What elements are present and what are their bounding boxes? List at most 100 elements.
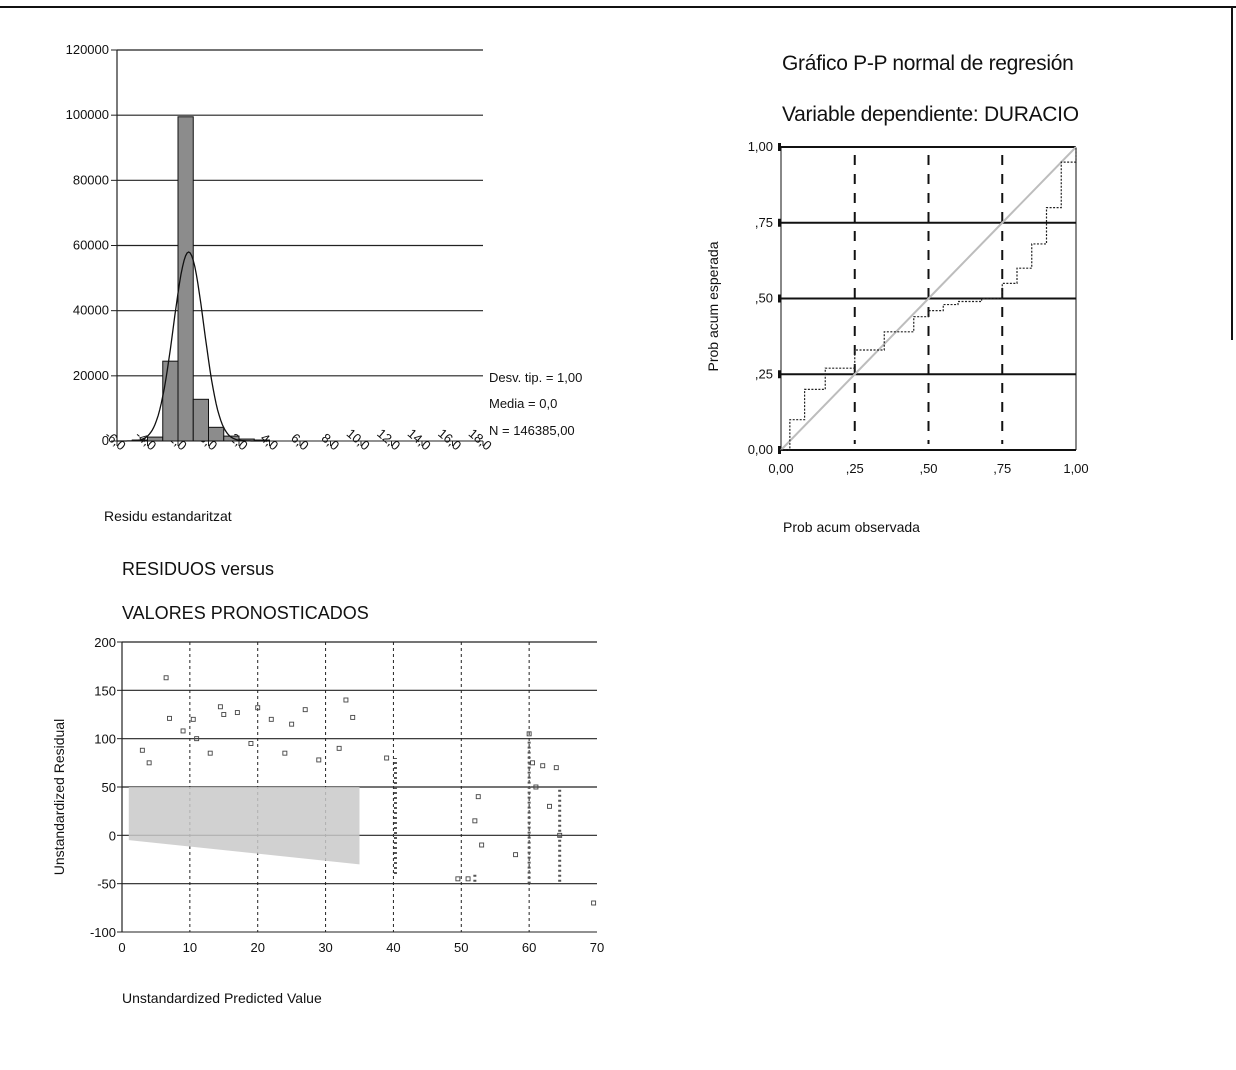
histogram-x-tick-label: 12,0 bbox=[374, 426, 403, 454]
scatter-point bbox=[163, 675, 169, 681]
scatter-point bbox=[234, 710, 240, 716]
scatter-point bbox=[455, 876, 461, 882]
scatter-point bbox=[530, 760, 535, 766]
histogram-y-tick-label: 0 bbox=[102, 433, 109, 448]
scatter-x-axis-title: Unstandardized Predicted Value bbox=[122, 990, 322, 1006]
scatter-x-tick-label: 20 bbox=[250, 940, 264, 955]
scatter-y-tick-label: 100 bbox=[94, 732, 116, 747]
histogram-y-tick-label: 80000 bbox=[73, 172, 109, 187]
scatter-point bbox=[180, 728, 186, 734]
pp-y-tick bbox=[778, 143, 781, 151]
scatter-title: RESIDUOS versus bbox=[122, 559, 275, 579]
pp-x-tick-label: ,50 bbox=[919, 461, 937, 476]
scatter-point bbox=[472, 818, 478, 824]
histogram-x-axis-title: Residu estandaritzat bbox=[104, 508, 232, 524]
histogram-y-tick-label: 100000 bbox=[66, 107, 109, 122]
scatter-x-tick-label: 70 bbox=[590, 940, 604, 955]
scatter-point bbox=[350, 714, 356, 720]
pp-y-tick-label: 0,00 bbox=[748, 442, 773, 457]
histogram-x-tick-label: 16,0 bbox=[435, 426, 464, 454]
pp-observed-curve bbox=[781, 147, 1077, 451]
histogram-bar bbox=[177, 116, 194, 442]
scatter-x-tick-label: 30 bbox=[318, 940, 332, 955]
scatter-y-axis-title: Unstandardized Residual bbox=[51, 719, 67, 875]
pp-y-tick-label: ,25 bbox=[755, 366, 773, 381]
scatter-point bbox=[316, 757, 322, 763]
pp-y-tick bbox=[778, 218, 781, 227]
scatter-point bbox=[207, 750, 213, 756]
pp-y-tick-label: 1,00 bbox=[748, 139, 773, 154]
scatter-point bbox=[513, 852, 519, 858]
scatter-x-tick-label: 40 bbox=[386, 940, 400, 955]
pp-x-tick-label: 0,00 bbox=[768, 461, 793, 476]
pp-y-tick bbox=[778, 446, 781, 454]
histogram-stat-sd: Desv. tip. = 1,00 bbox=[489, 370, 583, 385]
scatter-point bbox=[465, 876, 471, 882]
scatter-point bbox=[533, 784, 539, 790]
pp-y-tick bbox=[778, 294, 781, 303]
histogram-y-tick-label: 120000 bbox=[66, 42, 109, 57]
histogram-bar bbox=[208, 426, 225, 442]
scatter-point bbox=[384, 755, 390, 761]
scatter-point bbox=[217, 704, 223, 710]
histogram-y-tick-label: 60000 bbox=[73, 238, 109, 253]
scatter-point bbox=[553, 765, 559, 771]
scatter-subtitle: VALORES PRONOSTICADOS bbox=[122, 603, 369, 623]
pp-title: Gráfico P-P normal de regresión bbox=[782, 52, 1074, 75]
scatter-point bbox=[194, 736, 200, 742]
histogram-normal-curve bbox=[117, 251, 270, 442]
scatter-point bbox=[255, 705, 261, 711]
pp-x-tick-label: ,75 bbox=[993, 461, 1011, 476]
pp-reference-line bbox=[780, 146, 1077, 451]
histogram-y-tick-label: 20000 bbox=[73, 368, 109, 383]
histogram-x-tick-label: 14,0 bbox=[405, 426, 434, 454]
pp-subtitle: Variable dependiente: DURACIO bbox=[782, 103, 1079, 126]
histogram-bar bbox=[162, 360, 179, 442]
scatter-point bbox=[302, 707, 308, 713]
scatter-point bbox=[167, 715, 172, 721]
histogram-stat-n: N = 146385,00 bbox=[489, 423, 575, 438]
scatter-chart: -100 -50 0 50 100 150 200 0 10 20 30 40 50 60 70 Unstan… bbox=[51, 635, 604, 955]
scatter-x-tick-label: 0 bbox=[118, 940, 125, 955]
histogram-bar bbox=[192, 398, 209, 442]
scatter-point bbox=[282, 750, 288, 756]
scatter-point bbox=[343, 697, 349, 703]
pp-y-axis-title: Prob acum esperada bbox=[705, 241, 721, 371]
histogram-x-tick-label: 4,0 bbox=[258, 430, 281, 453]
histogram-y-tick-label: 40000 bbox=[73, 303, 109, 318]
scatter-point bbox=[479, 842, 485, 848]
scatter-point bbox=[547, 803, 552, 809]
scatter-point bbox=[289, 721, 295, 727]
scatter-y-tick-label: -50 bbox=[97, 877, 116, 892]
scatter-point bbox=[248, 741, 254, 746]
scatter-y-tick-label: 50 bbox=[102, 780, 116, 795]
scatter-point bbox=[221, 712, 227, 717]
histogram-bar bbox=[147, 436, 164, 442]
histogram-stat-mean: Media = 0,0 bbox=[489, 396, 558, 411]
pp-y-tick-label: ,75 bbox=[755, 215, 773, 230]
histogram-x-tick-label: 8,0 bbox=[319, 430, 342, 453]
scatter-y-tick-label: 0 bbox=[109, 828, 116, 843]
histogram-x-tick-label: 10,0 bbox=[344, 426, 373, 454]
scatter-point bbox=[190, 716, 196, 722]
scatter-point bbox=[540, 763, 546, 769]
scatter-y-tick-label: 200 bbox=[94, 635, 116, 650]
scatter-x-tick-label: 60 bbox=[522, 940, 536, 955]
scatter-point-cloud bbox=[128, 787, 360, 865]
scatter-point bbox=[139, 747, 145, 753]
pp-x-axis-title: Prob acum observada bbox=[783, 519, 920, 535]
scatter-point bbox=[146, 760, 152, 766]
scatter-point bbox=[336, 745, 342, 751]
scatter-x-tick-label: 50 bbox=[454, 940, 468, 955]
scatter-y-tick-label: 150 bbox=[94, 683, 116, 698]
scatter-point bbox=[475, 794, 481, 800]
pp-x-tick-label: ,25 bbox=[846, 461, 864, 476]
scatter-y-tick-label: -100 bbox=[90, 925, 116, 940]
histogram-x-tick-label: 6,0 bbox=[288, 430, 311, 453]
scatter-point bbox=[591, 900, 597, 906]
pp-y-tick bbox=[778, 370, 781, 379]
pp-plot-chart: 0,00 ,25 ,50 ,75 1,00 0,00 ,25 ,50 ,75 1,00 Prob a… bbox=[705, 139, 1089, 476]
